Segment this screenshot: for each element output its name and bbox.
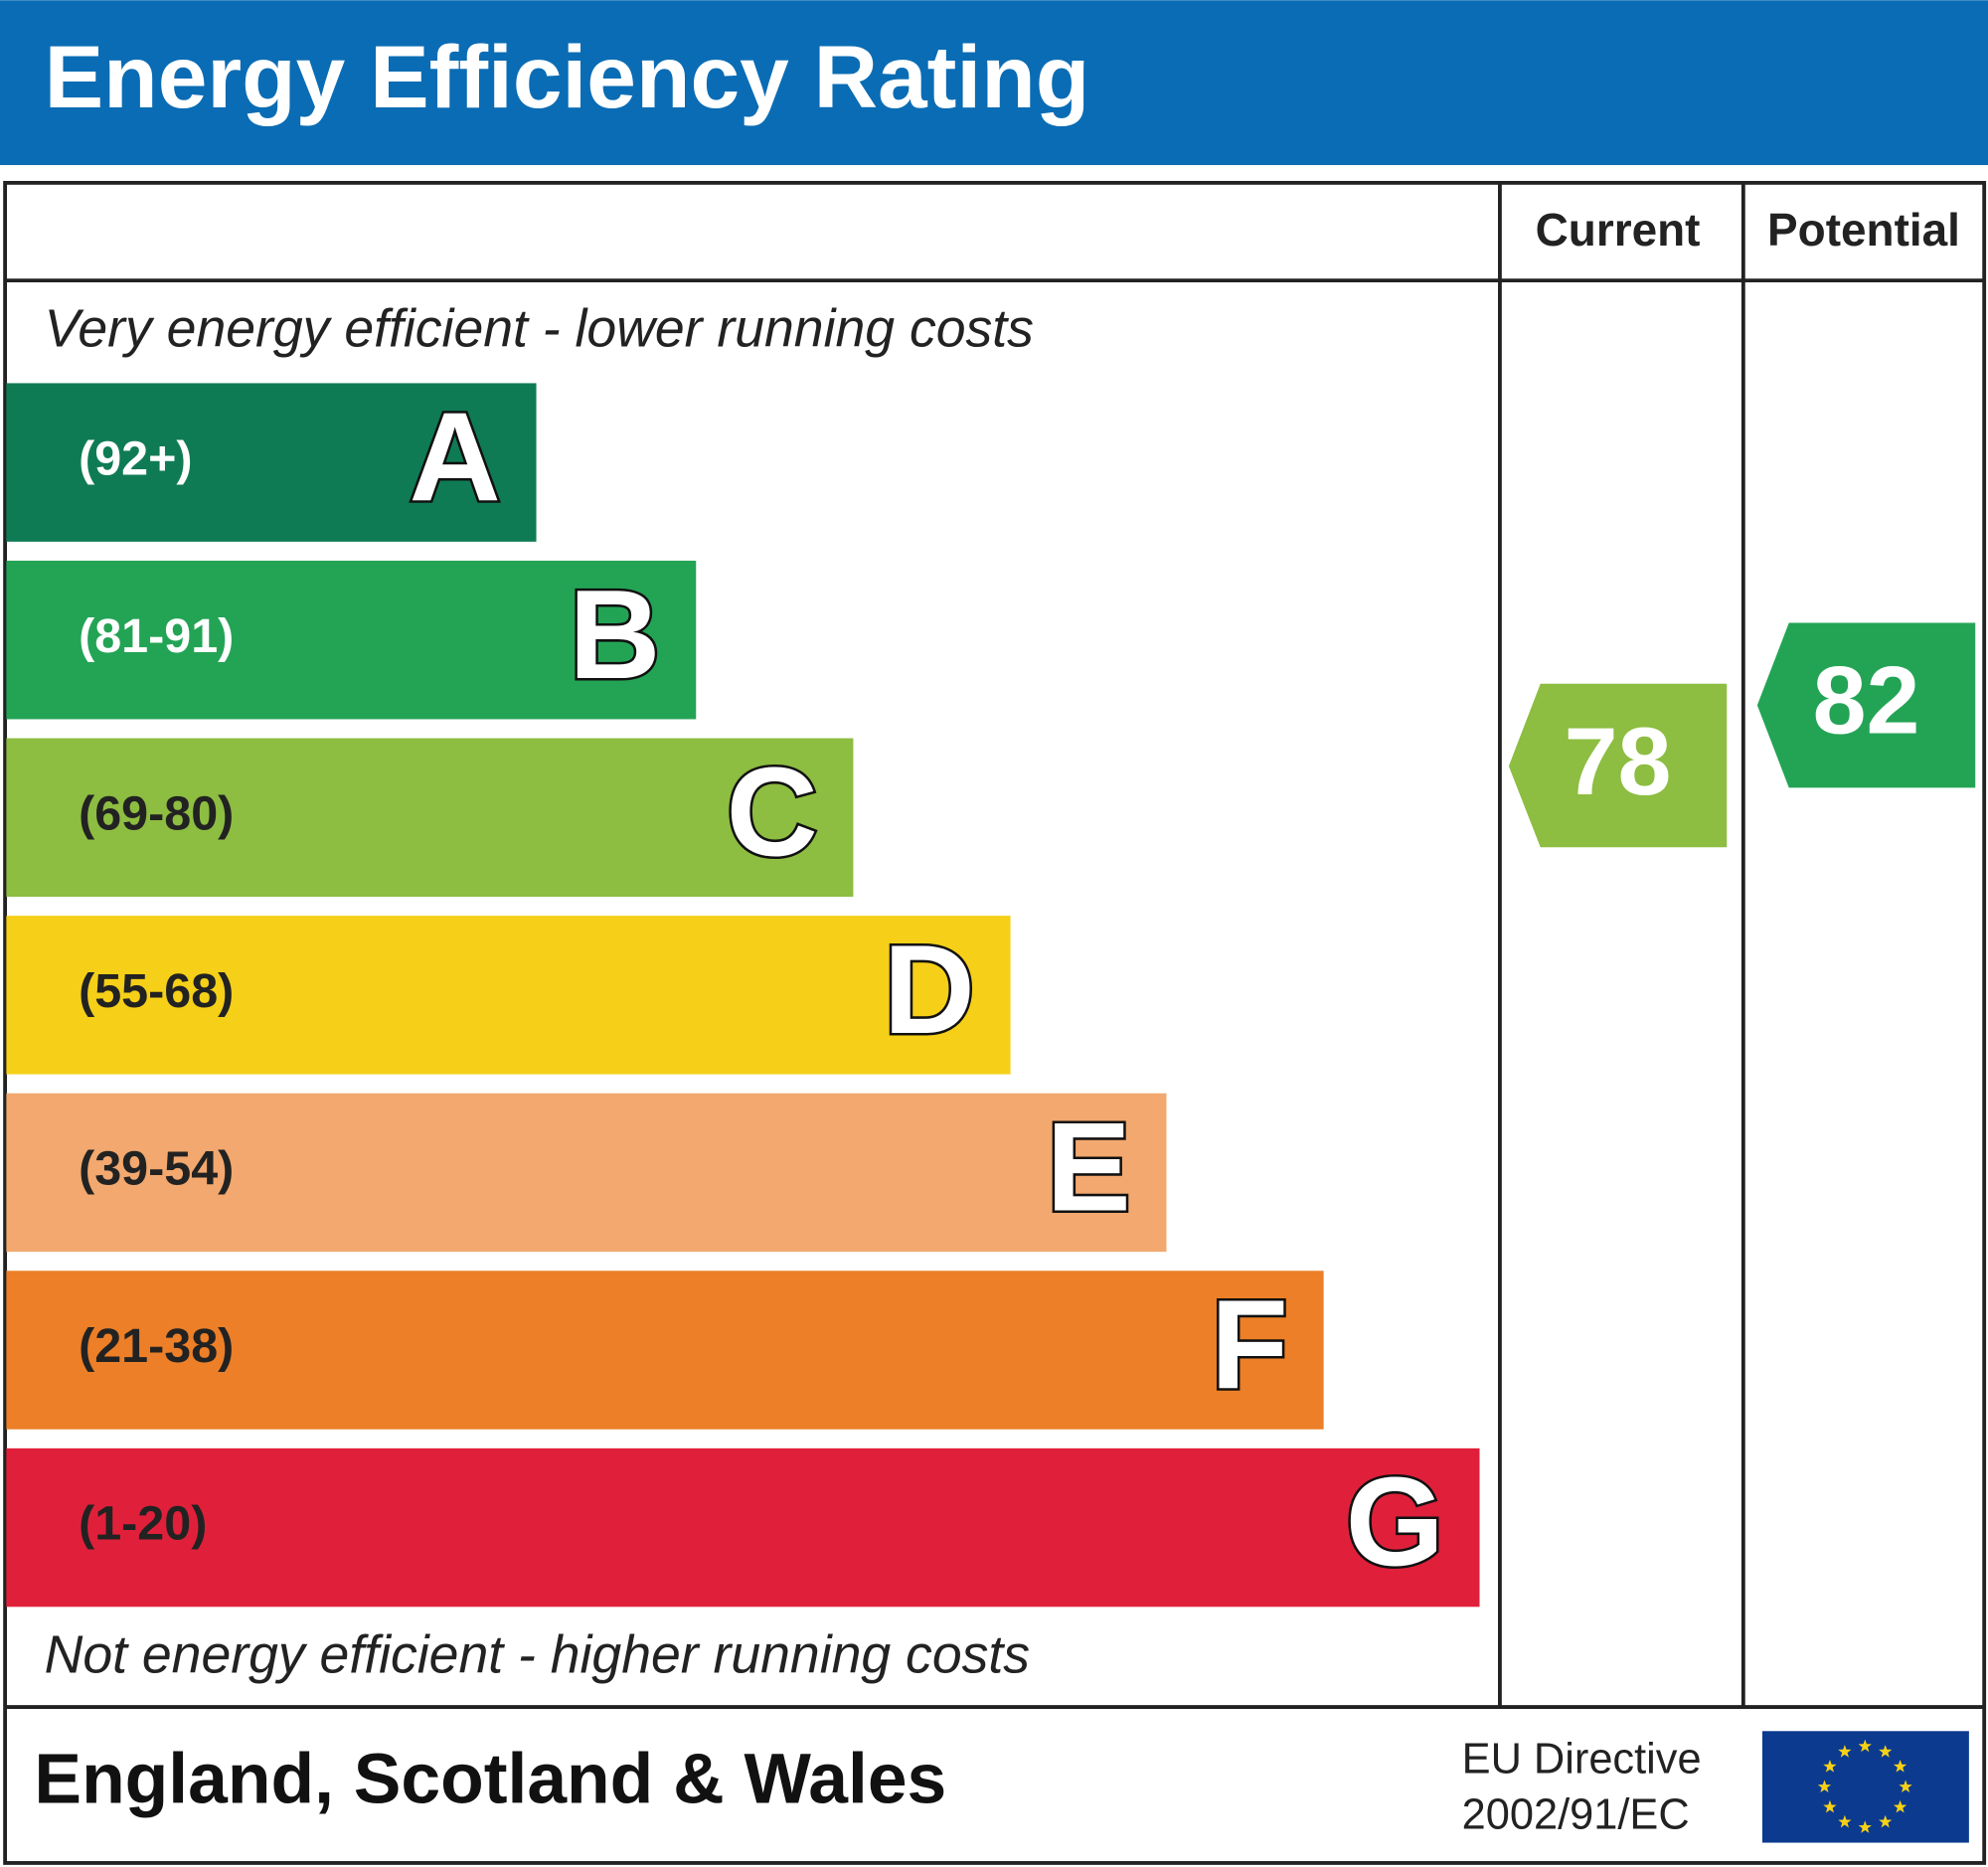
band-letter: B — [569, 565, 660, 706]
directive: 2002/91/EC — [1462, 1790, 1690, 1838]
eu-star — [1823, 1799, 1837, 1813]
eu-star — [1858, 1820, 1872, 1833]
current-arrow — [1508, 683, 1728, 848]
top-note: Very energy efficient - lower running co… — [45, 300, 1034, 359]
frame — [3, 180, 1987, 1865]
eu-star — [1817, 1780, 1832, 1793]
band — [6, 916, 1011, 1075]
potential-rating: 82 — [1813, 646, 1920, 755]
eu-star — [1858, 1739, 1872, 1753]
potential-arrow — [1756, 622, 1976, 788]
band-range: (39-54) — [79, 1142, 234, 1196]
band-letter: D — [884, 920, 975, 1061]
footer-region: England, Scotland & Wales — [34, 1740, 946, 1819]
bottom-note: Not energy efficient - higher running co… — [45, 1626, 1030, 1685]
band-range: (69-80) — [79, 786, 234, 840]
band-letter: E — [1047, 1098, 1131, 1239]
header-bar — [0, 0, 1988, 166]
band-range: (1-20) — [79, 1497, 207, 1551]
band-range: (92+) — [79, 431, 192, 485]
eu-star — [1893, 1759, 1907, 1773]
eu-star — [1879, 1745, 1893, 1758]
eu-star — [1823, 1759, 1837, 1773]
band — [6, 383, 537, 542]
band-letter: F — [1211, 1274, 1288, 1416]
eu-stars — [1817, 1739, 1912, 1833]
band — [6, 561, 697, 720]
band — [6, 738, 854, 898]
band-letter: C — [727, 742, 818, 883]
band-range: (81-91) — [79, 609, 234, 663]
eu-star — [1899, 1780, 1912, 1793]
directive: EU Directive — [1462, 1735, 1702, 1782]
current-rating: 78 — [1565, 707, 1672, 815]
band-letter: A — [410, 387, 501, 528]
band — [6, 1093, 1167, 1253]
column-header: Potential — [1767, 204, 1960, 255]
eu-star — [1893, 1799, 1907, 1813]
column-header: Current — [1536, 204, 1701, 255]
eu-star — [1838, 1814, 1852, 1828]
title: Energy Efficiency Rating — [45, 27, 1090, 126]
bands: (92+) A (81-91) B (69-80) C (55-68) D (39-54) E (2… — [6, 383, 1480, 1608]
eu-star — [1879, 1814, 1893, 1828]
band-letter: G — [1346, 1452, 1444, 1594]
eu-star — [1838, 1745, 1852, 1758]
band-range: (21-38) — [79, 1319, 234, 1373]
band-range: (55-68) — [79, 964, 234, 1018]
band — [6, 1447, 1480, 1608]
band — [6, 1271, 1324, 1430]
